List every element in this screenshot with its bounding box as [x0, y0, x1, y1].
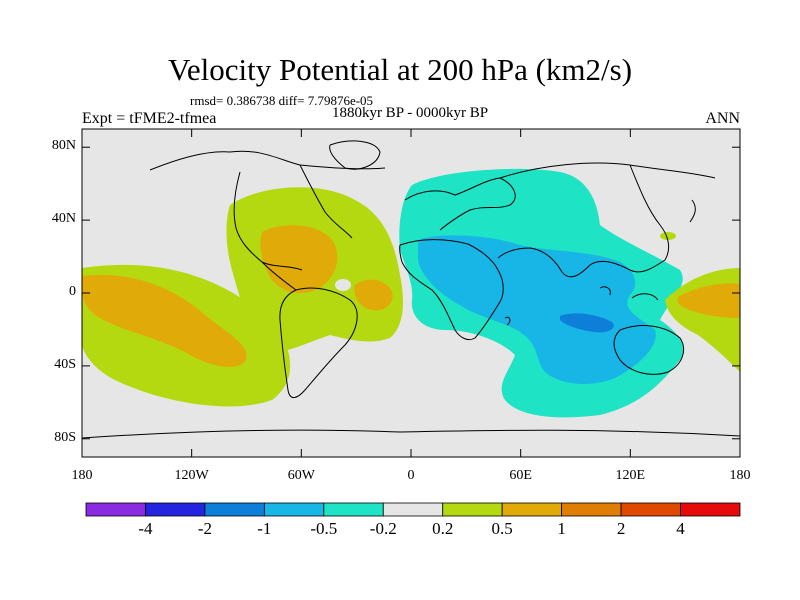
americas-strong-core: [260, 225, 338, 294]
antarctica-coast: [82, 429, 740, 439]
colorbar-label: 0.5: [491, 519, 513, 538]
atlantic-strong-core: [354, 279, 393, 311]
lat-label: 40N: [51, 211, 76, 227]
greenland-coast: [329, 140, 381, 170]
colorbar-label: 4: [676, 519, 685, 538]
lat-label: 0: [69, 284, 76, 299]
coastlines: [82, 140, 740, 439]
lon-label: 180: [71, 468, 93, 483]
lat-label: 80N: [51, 138, 76, 154]
pacific-strong-core: [82, 274, 247, 367]
australia-coast: [613, 325, 684, 375]
colorbar-label: 0.2: [432, 519, 454, 538]
lon-label: 120W: [174, 468, 209, 483]
colorbar-label: 1: [557, 519, 566, 538]
north-america-coast: [149, 150, 386, 291]
lon-label: 0: [407, 468, 415, 483]
colorbar-label: -1: [257, 519, 272, 538]
islands: [504, 199, 696, 326]
season-label: ANN: [705, 110, 740, 127]
small-positive-patch: [660, 232, 676, 240]
africa-coast: [399, 239, 504, 341]
colorbar-label: -0.2: [369, 519, 397, 538]
asia-coast: [497, 162, 716, 278]
south-america-coast: [279, 287, 358, 398]
indian-ocean-strong-core: [560, 313, 614, 333]
map-title: Velocity Potential at 200 hPa (km2/s): [167, 52, 633, 87]
colorbar-label: 2: [616, 519, 626, 538]
lat-label: 40S: [54, 356, 76, 372]
europe-coast: [404, 177, 516, 231]
axis-ticks: [81, 129, 741, 457]
lon-label: 120E: [615, 468, 646, 483]
lon-label: 60W: [287, 468, 315, 483]
africa-asia-core: [418, 235, 656, 384]
west-pacific-strong-core: [677, 283, 740, 318]
colorbar-label: -2: [197, 519, 212, 538]
stats-line: rmsd= 0.386738 diff= 7.79876e-05: [190, 93, 374, 108]
atlantic-neutral-hole: [335, 279, 351, 291]
experiment-label: Expt = tFME2-tfmea: [82, 110, 217, 127]
lon-label: 60E: [509, 468, 532, 483]
colorbar-label: -4: [138, 519, 153, 538]
period-label: 1880kyr BP - 0000kyr BP: [331, 105, 489, 121]
colorbar-label: -0.5: [310, 519, 338, 538]
lat-label: 80S: [54, 429, 76, 445]
lon-label: 180: [729, 468, 751, 483]
